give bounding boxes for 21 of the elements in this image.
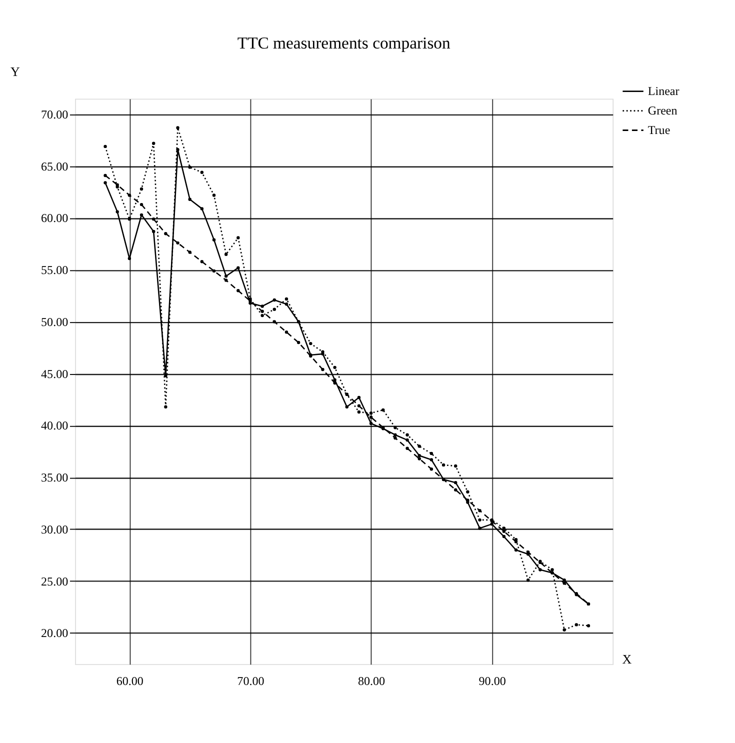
- legend-label: Green: [648, 103, 678, 118]
- y-tick-label: 70.00: [41, 107, 68, 122]
- legend-label: Linear: [648, 84, 680, 98]
- legend-label: True: [648, 122, 670, 137]
- y-tick-label: 40.00: [41, 418, 68, 433]
- x-tick-label: 60.00: [116, 674, 144, 688]
- y-tick-label: 25.00: [41, 574, 68, 588]
- y-tick-label: 50.00: [41, 314, 68, 329]
- x-tick-label: 90.00: [478, 674, 506, 688]
- y-tick-label: 30.00: [41, 522, 68, 536]
- x-tick-label: 70.00: [237, 674, 264, 688]
- y-tick-label: 65.00: [41, 159, 68, 174]
- y-axis-title: Y: [10, 64, 21, 80]
- x-axis-title: X: [622, 652, 632, 667]
- x-tick-label: 80.00: [358, 674, 386, 688]
- y-tick-label: 45.00: [41, 366, 68, 381]
- y-tick-label: 60.00: [41, 211, 68, 226]
- y-tick-label: 20.00: [41, 626, 68, 640]
- y-tick-label: 35.00: [41, 470, 68, 485]
- y-tick-label: 55.00: [41, 263, 68, 278]
- chart-title: TTC measurements comparison: [237, 34, 452, 53]
